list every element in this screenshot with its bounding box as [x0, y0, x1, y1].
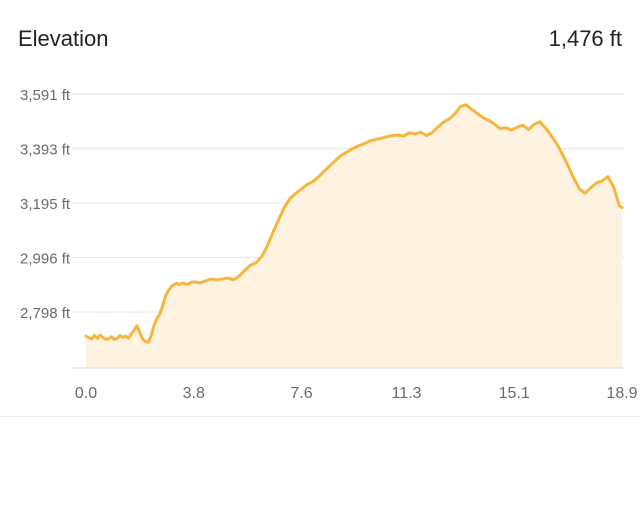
- chart-title: Elevation: [18, 26, 109, 51]
- y-tick-label: 3,393 ft: [20, 141, 71, 158]
- y-tick-label: 2,798 ft: [20, 305, 71, 322]
- x-tick-label: 18.9: [606, 385, 637, 402]
- x-tick-label: 11.3: [391, 385, 421, 402]
- y-tick-label: 3,591 ft: [20, 87, 71, 104]
- elevation-area-fill: [86, 104, 622, 368]
- x-tick-label: 15.1: [499, 385, 530, 402]
- bottom-divider: [0, 416, 640, 417]
- x-tick-labels: 0.0 3.8 7.6 11.3 15.1 18.9: [75, 385, 638, 402]
- y-tick-label: 3,195 ft: [20, 196, 71, 213]
- chart-header: Elevation 1,476 ft: [18, 26, 622, 58]
- y-tick-labels: 3,591 ft 3,393 ft 3,195 ft 2,996 ft 2,798 ft: [20, 87, 71, 322]
- x-tick-label: 0.0: [75, 385, 97, 402]
- elevation-line: [84, 103, 624, 344]
- x-tick-label: 7.6: [290, 385, 312, 402]
- x-tick-label: 3.8: [183, 385, 205, 402]
- elevation-total: 1,476 ft: [548, 26, 622, 51]
- y-tick-label: 2,996 ft: [20, 251, 71, 268]
